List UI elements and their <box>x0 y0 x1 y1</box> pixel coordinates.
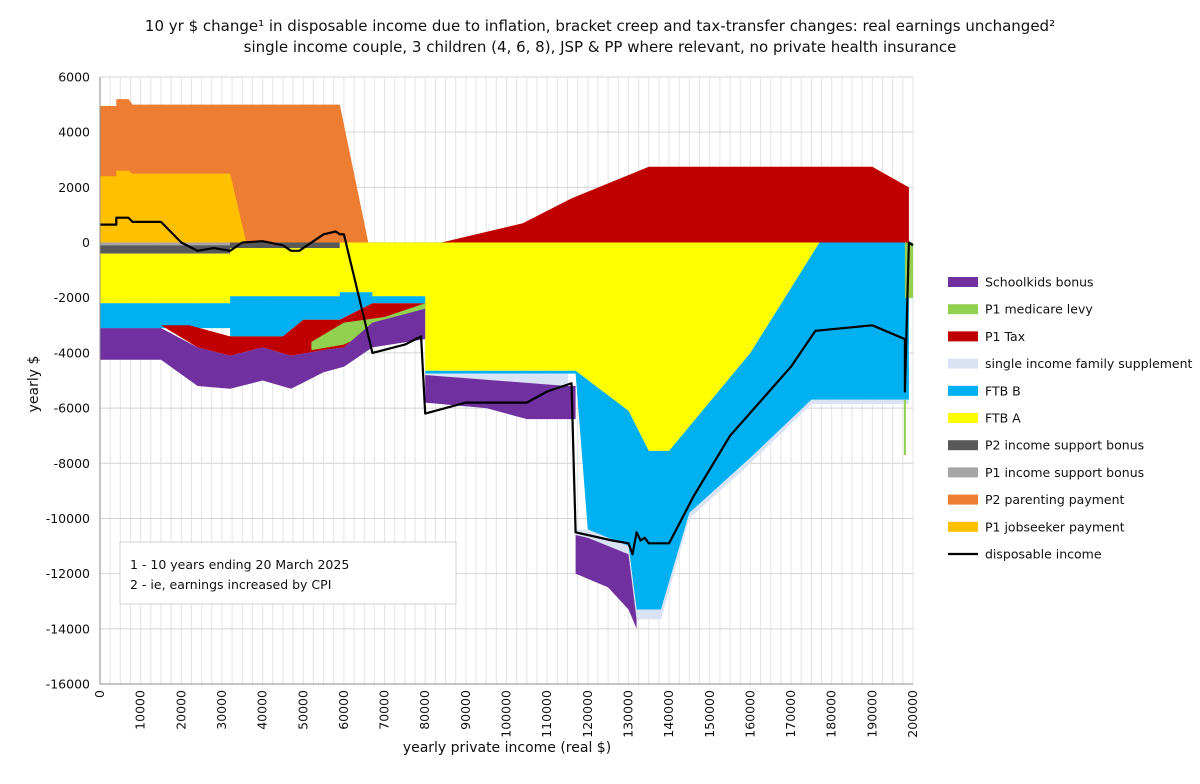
legend-label: P1 jobseeker payment <box>985 519 1125 534</box>
legend-item-disposable-income: disposable income <box>948 547 1102 562</box>
chart-title-line-1: 10 yr $ change¹ in disposable income due… <box>145 17 1055 35</box>
legend-item-p1-medicare-levy: P1 medicare levy <box>948 302 1093 317</box>
x-tick-label: 70000 <box>377 690 392 730</box>
line-series <box>100 216 914 556</box>
x-tick-label: 200000 <box>905 690 920 738</box>
x-tick-label: 180000 <box>824 690 839 738</box>
area-schoolkids-bonus <box>425 375 576 420</box>
y-tick-label: -16000 <box>46 677 90 692</box>
y-tick-label: 2000 <box>58 180 90 195</box>
area-ftb-a <box>100 242 820 451</box>
note-2: 2 - ie, earnings increased by CPI <box>130 577 331 592</box>
x-tick-label: 80000 <box>417 690 432 730</box>
legend-item-schoolkids-bonus: Schoolkids bonus <box>948 275 1094 290</box>
legend-swatch <box>948 521 978 532</box>
y-tick-label: 0 <box>82 235 90 250</box>
y-tick-label: 6000 <box>58 70 90 85</box>
y-tick-label: -14000 <box>46 621 90 636</box>
y-tick-label: -12000 <box>46 566 90 581</box>
y-tick-label: -4000 <box>54 345 90 360</box>
legend-swatch <box>948 494 978 505</box>
legend-label: P1 income support bonus <box>985 465 1144 480</box>
x-axis-title: yearly private income (real $) <box>403 740 611 756</box>
legend-label: FTB A <box>985 411 1021 426</box>
x-tick-label: 130000 <box>621 690 636 738</box>
x-tick-label: 20000 <box>173 690 188 730</box>
x-tick-label: 0 <box>92 690 107 698</box>
x-tick-label: 110000 <box>539 690 554 738</box>
legend-swatch <box>948 358 978 369</box>
legend-swatch <box>948 304 978 315</box>
legend: Schoolkids bonus P1 medicare levy P1 Tax si… <box>948 275 1193 562</box>
x-tick-label: 160000 <box>742 690 757 738</box>
x-tick-label: 90000 <box>458 690 473 730</box>
y-tick-label: -2000 <box>54 290 90 305</box>
area-ftb-b <box>100 242 909 610</box>
legend-label: P1 medicare levy <box>985 302 1093 317</box>
area-p1-tax <box>441 166 909 243</box>
y-axis-title: yearly $ <box>26 356 42 413</box>
legend-swatch <box>948 331 978 342</box>
x-tick-label: 50000 <box>295 690 310 730</box>
x-tick-label: 150000 <box>702 690 717 738</box>
legend-label: single income family supplement <box>985 356 1193 371</box>
legend-label: P1 Tax <box>985 329 1025 344</box>
chart-title-line-2: single income couple, 3 children (4, 6, … <box>244 38 957 56</box>
legend-item-ftb-b: FTB B <box>948 383 1021 398</box>
legend-swatch <box>948 440 978 451</box>
x-tick-label: 190000 <box>864 690 879 738</box>
legend-swatch <box>948 413 978 423</box>
line-disposable-income <box>100 216 914 556</box>
y-tick-label: -6000 <box>54 401 90 416</box>
legend-label: FTB B <box>985 383 1021 398</box>
notes-box-frame <box>119 541 457 605</box>
x-tick-label: 30000 <box>214 690 229 730</box>
legend-item-p1-income-support-bonus: P1 income support bonus <box>948 465 1144 480</box>
y-tick-label: -8000 <box>54 456 90 471</box>
x-tick-label: 140000 <box>661 690 676 738</box>
legend-item-p1-tax: P1 Tax <box>948 329 1025 344</box>
x-tick-label: 10000 <box>133 690 148 730</box>
area-p1-jobseeker-payment <box>100 170 247 243</box>
area-series <box>100 99 913 629</box>
legend-swatch <box>948 385 978 396</box>
y-tick-label: 4000 <box>58 125 90 140</box>
area-schoolkids-bonus <box>575 535 637 629</box>
note-1: 1 - 10 years ending 20 March 2025 <box>130 557 349 572</box>
legend-item-p2-income-support-bonus: P2 income support bonus <box>948 438 1144 453</box>
x-tick-label: 60000 <box>336 690 351 730</box>
legend-label: P2 income support bonus <box>985 438 1144 453</box>
legend-item-p1-jobseeker-payment: P1 jobseeker payment <box>948 519 1125 534</box>
legend-item-p2-parenting-payment: P2 parenting payment <box>948 492 1125 507</box>
x-tick-label: 120000 <box>580 690 595 738</box>
x-tick-label: 40000 <box>255 690 270 730</box>
area-schoolkids-bonus <box>100 308 426 389</box>
legend-label: disposable income <box>985 547 1102 562</box>
x-tick-label: 100000 <box>499 690 514 738</box>
legend-item-single-income-family-supplement: single income family supplement <box>948 356 1193 371</box>
x-tick-label: 170000 <box>783 690 798 738</box>
legend-swatch <box>948 277 978 287</box>
legend-label: Schoolkids bonus <box>985 275 1094 290</box>
area-p1-tax <box>161 303 426 356</box>
legend-item-ftb-a: FTB A <box>948 411 1021 426</box>
legend-label: P2 parenting payment <box>985 492 1125 507</box>
notes-box: 1 - 10 years ending 20 March 2025 2 - ie… <box>119 541 457 605</box>
axes: 6000400020000-2000-4000-6000-8000-10000-… <box>46 70 920 738</box>
y-tick-label: -10000 <box>46 511 90 526</box>
legend-swatch <box>948 467 978 478</box>
